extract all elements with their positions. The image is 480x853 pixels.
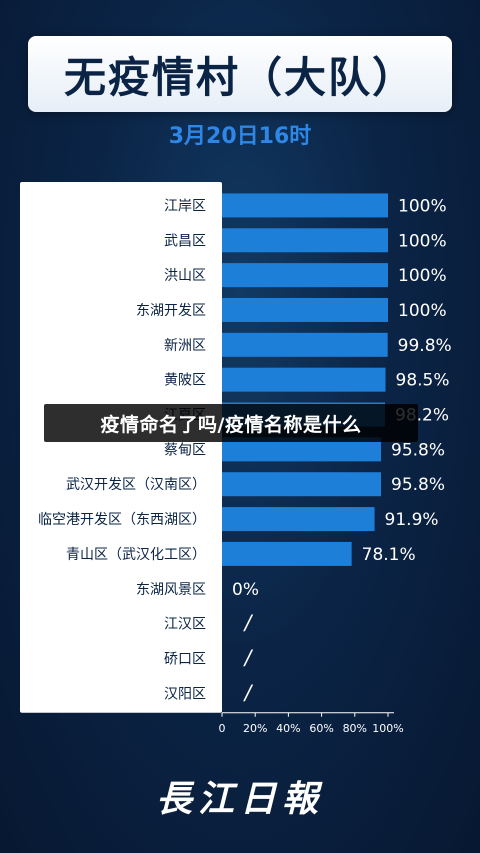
title-banner: 无疫情村（大队） bbox=[28, 36, 452, 112]
label-panel bbox=[20, 182, 222, 713]
bar bbox=[222, 332, 388, 357]
data-label: / bbox=[243, 645, 254, 669]
category-label: 新洲区 bbox=[164, 338, 206, 354]
bar bbox=[222, 541, 352, 566]
data-label: 99.8% bbox=[398, 336, 452, 356]
category-label: 黄陂区 bbox=[164, 372, 206, 389]
data-label: 0% bbox=[232, 580, 259, 600]
x-tick-label: 100% bbox=[372, 722, 403, 735]
x-tick-label: 20% bbox=[243, 722, 267, 735]
category-label: 洪山区 bbox=[164, 268, 206, 284]
page-title: 无疫情村（大队） bbox=[63, 52, 416, 102]
overlay-caption-text: 疫情命名了吗/疫情名称是什么 bbox=[100, 413, 362, 436]
bar bbox=[222, 228, 388, 253]
data-label: 78.1% bbox=[362, 545, 416, 565]
category-label: 江汉区 bbox=[164, 617, 206, 633]
bar bbox=[222, 472, 382, 497]
category-label: 江岸区 bbox=[164, 198, 206, 214]
data-label: 100% bbox=[398, 196, 447, 216]
category-label: 硚口区 bbox=[164, 651, 206, 667]
bar bbox=[222, 297, 388, 322]
category-label: 临空港开发区（东西湖区） bbox=[38, 512, 206, 528]
bar bbox=[222, 507, 375, 532]
subtitle-timestamp: 3月20日16时 bbox=[168, 124, 312, 149]
data-label: 95.8% bbox=[391, 440, 445, 460]
category-label: 武昌区 bbox=[164, 233, 206, 249]
data-label: 95.8% bbox=[391, 475, 445, 495]
bar bbox=[222, 263, 388, 288]
overlay-caption: 疫情命名了吗/疫情名称是什么 bbox=[44, 404, 418, 442]
data-label: / bbox=[243, 680, 254, 704]
category-label: 汉阳区 bbox=[164, 686, 206, 702]
x-tick-label: 80% bbox=[343, 722, 367, 735]
data-label: 100% bbox=[398, 301, 447, 321]
data-label: / bbox=[243, 611, 254, 635]
category-label: 蔡甸区 bbox=[164, 442, 206, 458]
brand-logo: 長江日報 bbox=[155, 778, 324, 820]
x-tick-label: 0 bbox=[219, 722, 226, 735]
category-label: 东湖开发区 bbox=[136, 303, 206, 319]
data-label: 91.9% bbox=[385, 510, 439, 530]
bar bbox=[222, 193, 388, 218]
x-tick-label: 40% bbox=[276, 722, 300, 735]
x-tick-label: 60% bbox=[309, 722, 333, 735]
data-label: 100% bbox=[398, 266, 447, 286]
category-label: 武汉开发区（汉南区） bbox=[66, 477, 206, 493]
category-label: 青山区（武汉化工区） bbox=[66, 547, 206, 563]
data-label: 100% bbox=[398, 231, 447, 251]
bar bbox=[222, 367, 386, 392]
data-label: 98.5% bbox=[396, 371, 450, 391]
category-label: 东湖风景区 bbox=[136, 582, 206, 598]
